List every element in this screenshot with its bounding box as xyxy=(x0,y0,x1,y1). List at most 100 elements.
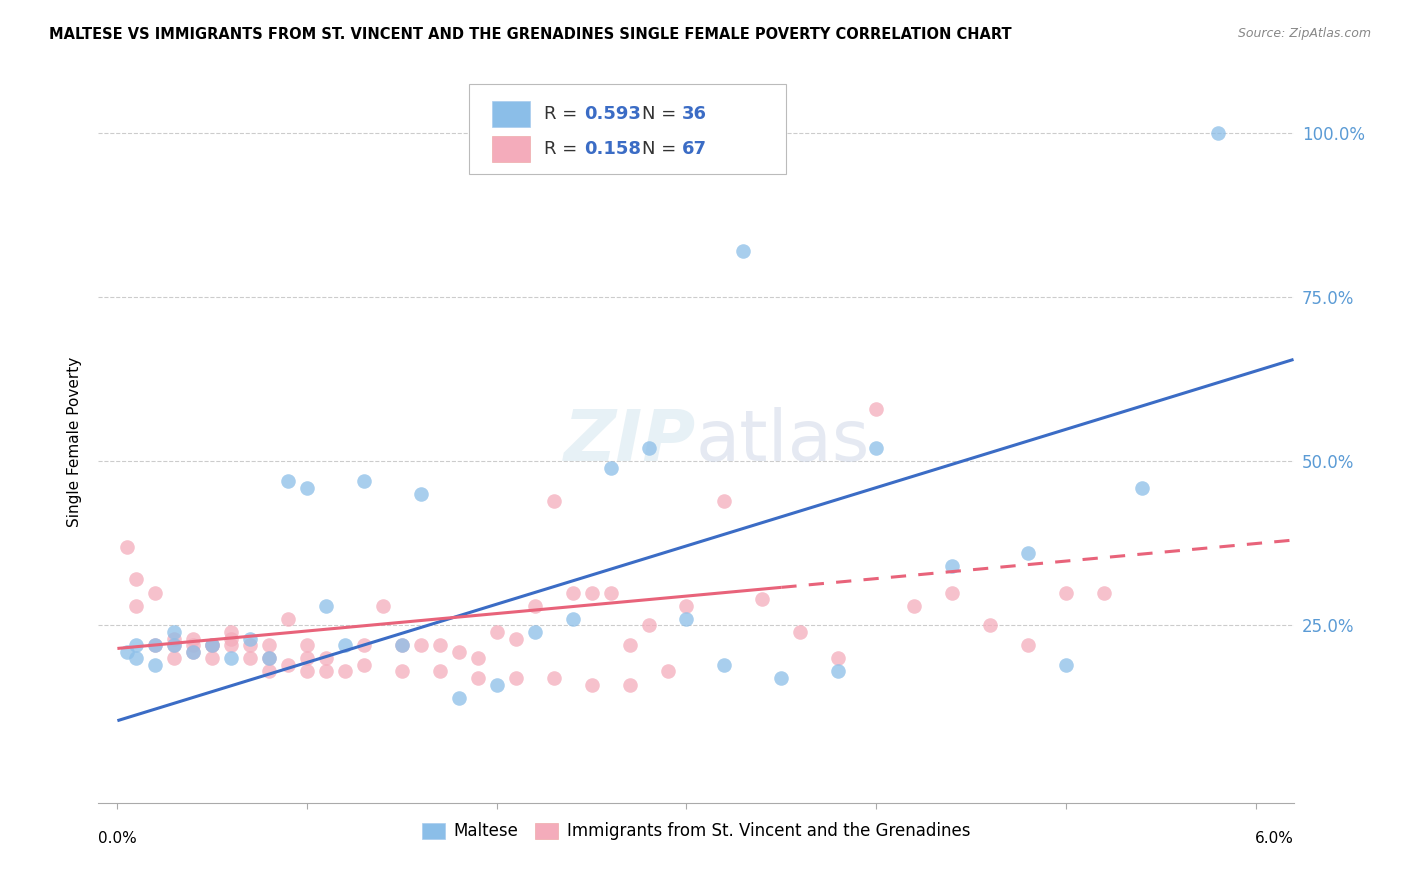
Point xyxy=(143,657,166,672)
Point xyxy=(429,638,451,652)
Point xyxy=(333,665,356,679)
Text: 0.158: 0.158 xyxy=(583,140,641,158)
Point xyxy=(447,690,470,705)
Point xyxy=(485,625,508,640)
Point xyxy=(163,638,186,652)
Point xyxy=(239,638,262,652)
Point xyxy=(657,665,679,679)
Point xyxy=(733,244,755,258)
Point xyxy=(181,645,204,659)
Text: N =: N = xyxy=(643,104,682,122)
Point xyxy=(619,638,641,652)
Point xyxy=(675,612,697,626)
Point xyxy=(543,493,565,508)
Point xyxy=(181,638,204,652)
Point xyxy=(257,665,280,679)
Point xyxy=(1054,585,1077,599)
Point xyxy=(637,441,659,455)
Point xyxy=(163,632,186,646)
Text: R =: R = xyxy=(544,140,583,158)
Point xyxy=(257,651,280,665)
FancyBboxPatch shape xyxy=(492,136,530,162)
Point xyxy=(315,665,337,679)
Point xyxy=(713,493,735,508)
Point xyxy=(391,638,413,652)
Point xyxy=(239,632,262,646)
Point xyxy=(257,651,280,665)
Text: 0.0%: 0.0% xyxy=(98,830,138,846)
Point xyxy=(599,585,621,599)
FancyBboxPatch shape xyxy=(492,101,530,127)
Point xyxy=(409,487,432,501)
Point xyxy=(315,651,337,665)
Point xyxy=(201,638,224,652)
Text: MALTESE VS IMMIGRANTS FROM ST. VINCENT AND THE GRENADINES SINGLE FEMALE POVERTY : MALTESE VS IMMIGRANTS FROM ST. VINCENT A… xyxy=(49,27,1012,42)
Point xyxy=(865,441,887,455)
Point xyxy=(371,599,394,613)
Point xyxy=(827,665,849,679)
Point xyxy=(941,585,963,599)
Point xyxy=(295,651,318,665)
Point xyxy=(125,651,148,665)
Point xyxy=(467,651,489,665)
Point xyxy=(201,638,224,652)
Text: 67: 67 xyxy=(682,140,707,158)
Text: 6.0%: 6.0% xyxy=(1254,830,1294,846)
Legend: Maltese, Immigrants from St. Vincent and the Grenadines: Maltese, Immigrants from St. Vincent and… xyxy=(413,814,979,848)
Point xyxy=(865,401,887,416)
Point xyxy=(295,481,318,495)
Point xyxy=(751,592,773,607)
Text: ZIP: ZIP xyxy=(564,407,696,476)
Point xyxy=(219,625,242,640)
Point xyxy=(1017,546,1039,560)
Point xyxy=(447,645,470,659)
Y-axis label: Single Female Poverty: Single Female Poverty xyxy=(67,357,83,526)
Point xyxy=(1092,585,1115,599)
Point xyxy=(505,632,527,646)
Point xyxy=(903,599,925,613)
Point xyxy=(219,638,242,652)
Point xyxy=(125,638,148,652)
Point xyxy=(277,657,299,672)
Point xyxy=(581,585,603,599)
Point xyxy=(163,625,186,640)
Text: 36: 36 xyxy=(682,104,707,122)
Point xyxy=(143,638,166,652)
Point xyxy=(277,612,299,626)
Point xyxy=(1017,638,1039,652)
Point xyxy=(941,559,963,574)
Point xyxy=(257,638,280,652)
Point xyxy=(827,651,849,665)
Point xyxy=(637,618,659,632)
Point xyxy=(295,638,318,652)
Point xyxy=(391,638,413,652)
Point xyxy=(163,651,186,665)
Point xyxy=(143,638,166,652)
Point xyxy=(125,599,148,613)
Point xyxy=(979,618,1001,632)
Point xyxy=(1130,481,1153,495)
Text: atlas: atlas xyxy=(696,407,870,476)
Point xyxy=(239,651,262,665)
Point xyxy=(1206,126,1229,140)
Point xyxy=(561,585,583,599)
Point xyxy=(1054,657,1077,672)
Point xyxy=(353,638,375,652)
Point xyxy=(201,651,224,665)
Point xyxy=(409,638,432,652)
Point xyxy=(789,625,811,640)
FancyBboxPatch shape xyxy=(470,84,786,174)
Point xyxy=(125,573,148,587)
Point xyxy=(485,677,508,691)
Point xyxy=(505,671,527,685)
Point xyxy=(581,677,603,691)
Point xyxy=(181,632,204,646)
Point xyxy=(713,657,735,672)
Point xyxy=(523,599,546,613)
Text: Source: ZipAtlas.com: Source: ZipAtlas.com xyxy=(1237,27,1371,40)
Point xyxy=(295,665,318,679)
Point xyxy=(201,638,224,652)
Text: 0.593: 0.593 xyxy=(583,104,641,122)
Point xyxy=(277,474,299,488)
Point xyxy=(561,612,583,626)
